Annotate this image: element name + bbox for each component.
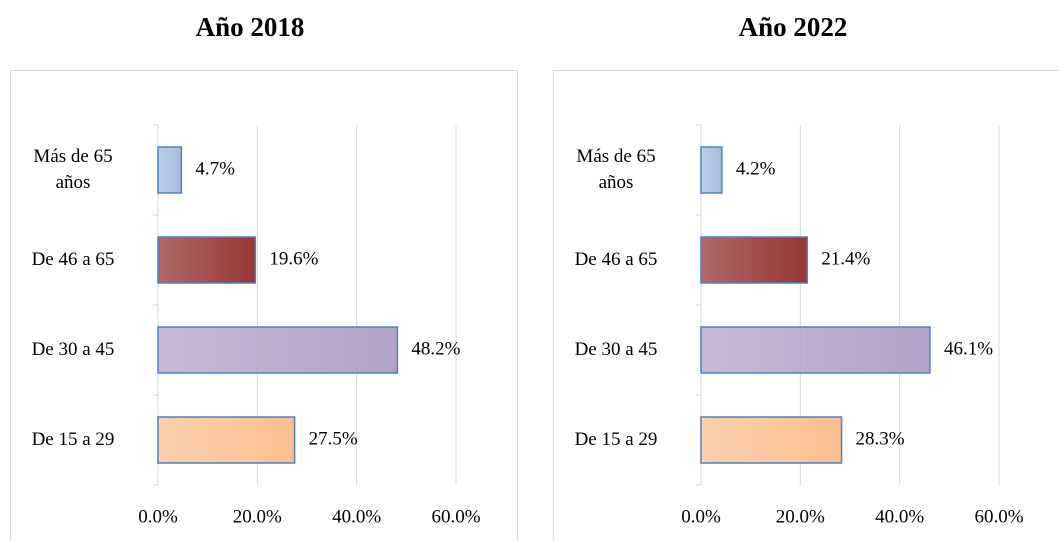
bar: [157, 416, 296, 464]
bar: [157, 236, 257, 284]
chart-frame: [10, 70, 518, 541]
y-tick-label: Más de 65 años: [33, 146, 113, 193]
value-label: 19.6%: [269, 248, 318, 269]
chart-title: Año 2022: [739, 12, 848, 42]
y-tick-label: De 15 a 29: [574, 429, 658, 450]
bar: [700, 326, 931, 374]
chart-title: Año 2018: [196, 12, 305, 42]
x-tick-label: 0.0%: [681, 506, 721, 527]
bar: [700, 416, 843, 464]
y-tick-label: Más de 65 años: [576, 146, 656, 193]
bar: [700, 236, 809, 284]
value-label: 4.7%: [195, 158, 235, 179]
x-tick-label: 60.0%: [431, 506, 480, 527]
y-tick-label: De 30 a 45: [31, 339, 115, 360]
value-label: 21.4%: [821, 248, 870, 269]
x-tick-label: 60.0%: [974, 506, 1023, 527]
x-tick-label: 20.0%: [776, 506, 825, 527]
chart-frame: [553, 70, 1059, 541]
value-label: 27.5%: [309, 428, 358, 449]
bar: [700, 146, 723, 194]
value-label: 28.3%: [856, 428, 905, 449]
x-tick-label: 0.0%: [138, 506, 178, 527]
y-tick-label: De 30 a 45: [574, 339, 658, 360]
value-label: 46.1%: [944, 338, 993, 359]
value-label: 4.2%: [736, 158, 776, 179]
bar: [157, 326, 399, 374]
x-tick-label: 40.0%: [332, 506, 381, 527]
x-tick-label: 40.0%: [875, 506, 924, 527]
y-tick-label: De 46 a 65: [574, 249, 658, 270]
value-label: 48.2%: [411, 338, 460, 359]
bar: [157, 146, 183, 194]
y-tick-label: De 15 a 29: [31, 429, 115, 450]
y-tick-label: De 46 a 65: [31, 249, 115, 270]
x-tick-label: 20.0%: [233, 506, 282, 527]
